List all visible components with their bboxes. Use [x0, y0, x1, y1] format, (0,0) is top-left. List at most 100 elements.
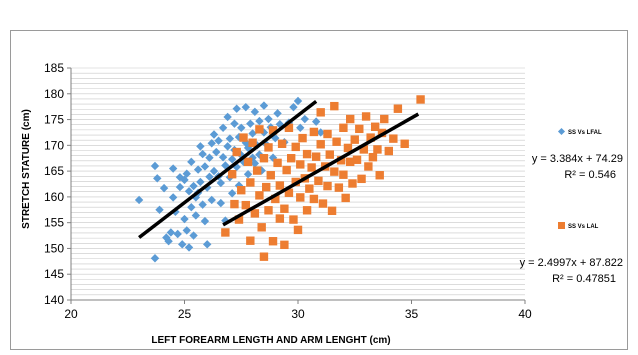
data-point — [189, 231, 198, 240]
scatter-chart: 140 145 150 155 160 165 170 175 180 185 20 25 30 35 4… — [21, 61, 623, 346]
data-point — [307, 163, 316, 172]
data-point — [339, 170, 348, 179]
data-point — [305, 184, 314, 193]
y-tick-label: 150 — [44, 241, 64, 255]
data-point — [237, 123, 246, 133]
data-point — [250, 159, 260, 168]
trendline-equation-ss-vs-lal: y = 2.4997x + 87.822 — [520, 257, 623, 269]
data-point — [214, 136, 223, 145]
data-point — [246, 178, 255, 187]
trendline-ss-vs-lfal — [138, 100, 318, 239]
data-point — [330, 101, 339, 111]
data-point — [346, 114, 355, 124]
data-point — [323, 129, 332, 139]
data-point — [150, 254, 160, 263]
x-tick-label: 30 — [291, 307, 305, 321]
data-point — [241, 200, 250, 210]
data-point — [393, 104, 403, 113]
y-tick-label: 145 — [44, 267, 64, 281]
data-point — [286, 154, 296, 163]
data-point — [250, 209, 260, 218]
data-point — [203, 240, 212, 249]
y-tick-labels: 140 145 150 155 160 165 170 175 180 185 — [44, 61, 71, 307]
data-point — [227, 170, 237, 179]
data-point — [218, 152, 228, 162]
data-point — [359, 145, 369, 154]
data-point — [246, 119, 255, 128]
data-point — [275, 214, 285, 223]
data-point — [227, 189, 237, 198]
data-point — [198, 149, 207, 159]
data-point — [266, 171, 275, 180]
data-point — [373, 145, 382, 154]
data-point — [223, 112, 232, 122]
legend-label-ss-vs-lfal: SS Vs LFAL — [568, 130, 602, 136]
data-point — [200, 216, 210, 226]
data-point — [284, 188, 294, 197]
x-tick-label: 40 — [518, 307, 532, 321]
data-point — [341, 193, 350, 203]
y-tick-label: 140 — [44, 293, 64, 307]
data-point — [291, 142, 300, 152]
data-point — [173, 229, 182, 239]
y-tick-label: 165 — [44, 164, 64, 178]
data-point — [350, 135, 359, 144]
data-point — [389, 134, 398, 143]
data-point — [166, 228, 176, 237]
y-tick-label: 160 — [44, 190, 64, 204]
data-point — [309, 194, 319, 204]
data-point — [280, 204, 289, 213]
data-point — [243, 170, 253, 179]
data-point — [296, 123, 305, 133]
data-point — [198, 200, 207, 209]
data-point — [239, 133, 248, 142]
data-point — [175, 182, 185, 192]
data-point — [346, 157, 355, 167]
data-point — [316, 108, 325, 117]
data-point — [352, 155, 362, 164]
data-point — [255, 191, 264, 200]
data-point — [230, 119, 239, 128]
data-point — [207, 139, 216, 148]
data-point — [237, 150, 246, 160]
data-point — [200, 162, 210, 171]
data-point — [164, 237, 173, 246]
data-point — [375, 171, 384, 180]
data-point — [284, 123, 294, 133]
data-point — [264, 206, 273, 215]
data-point — [187, 203, 196, 212]
data-point — [298, 133, 307, 143]
data-point — [343, 143, 353, 153]
data-point — [364, 162, 373, 171]
data-point — [268, 237, 278, 246]
data-point — [182, 169, 191, 178]
data-point — [196, 177, 205, 187]
y-tick-label: 185 — [44, 61, 64, 75]
data-point — [193, 165, 203, 174]
data-point — [191, 211, 201, 220]
data-point — [384, 146, 393, 156]
data-point — [302, 206, 312, 215]
data-point — [262, 182, 271, 192]
legend: SS Vs LFAL SS Vs LAL — [557, 127, 602, 230]
data-point — [221, 228, 230, 237]
y-tick-label: 180 — [44, 87, 64, 101]
data-point — [311, 117, 321, 126]
y-axis-title: STRETCH STATURE (cm) — [21, 109, 32, 229]
data-point — [368, 152, 378, 162]
data-point — [314, 176, 323, 186]
x-tick-label: 20 — [64, 307, 78, 321]
data-point — [302, 149, 312, 159]
data-point — [227, 155, 237, 164]
data-point — [182, 226, 191, 235]
data-point — [216, 198, 226, 208]
data-point — [416, 95, 425, 104]
data-point — [275, 181, 285, 190]
data-point — [296, 160, 305, 169]
data-point — [293, 225, 303, 235]
data-point — [380, 114, 389, 124]
data-point — [246, 236, 255, 245]
data-point — [273, 109, 282, 118]
trendlines — [138, 100, 420, 239]
legend-marker-ss-vs-lfal — [557, 127, 566, 136]
